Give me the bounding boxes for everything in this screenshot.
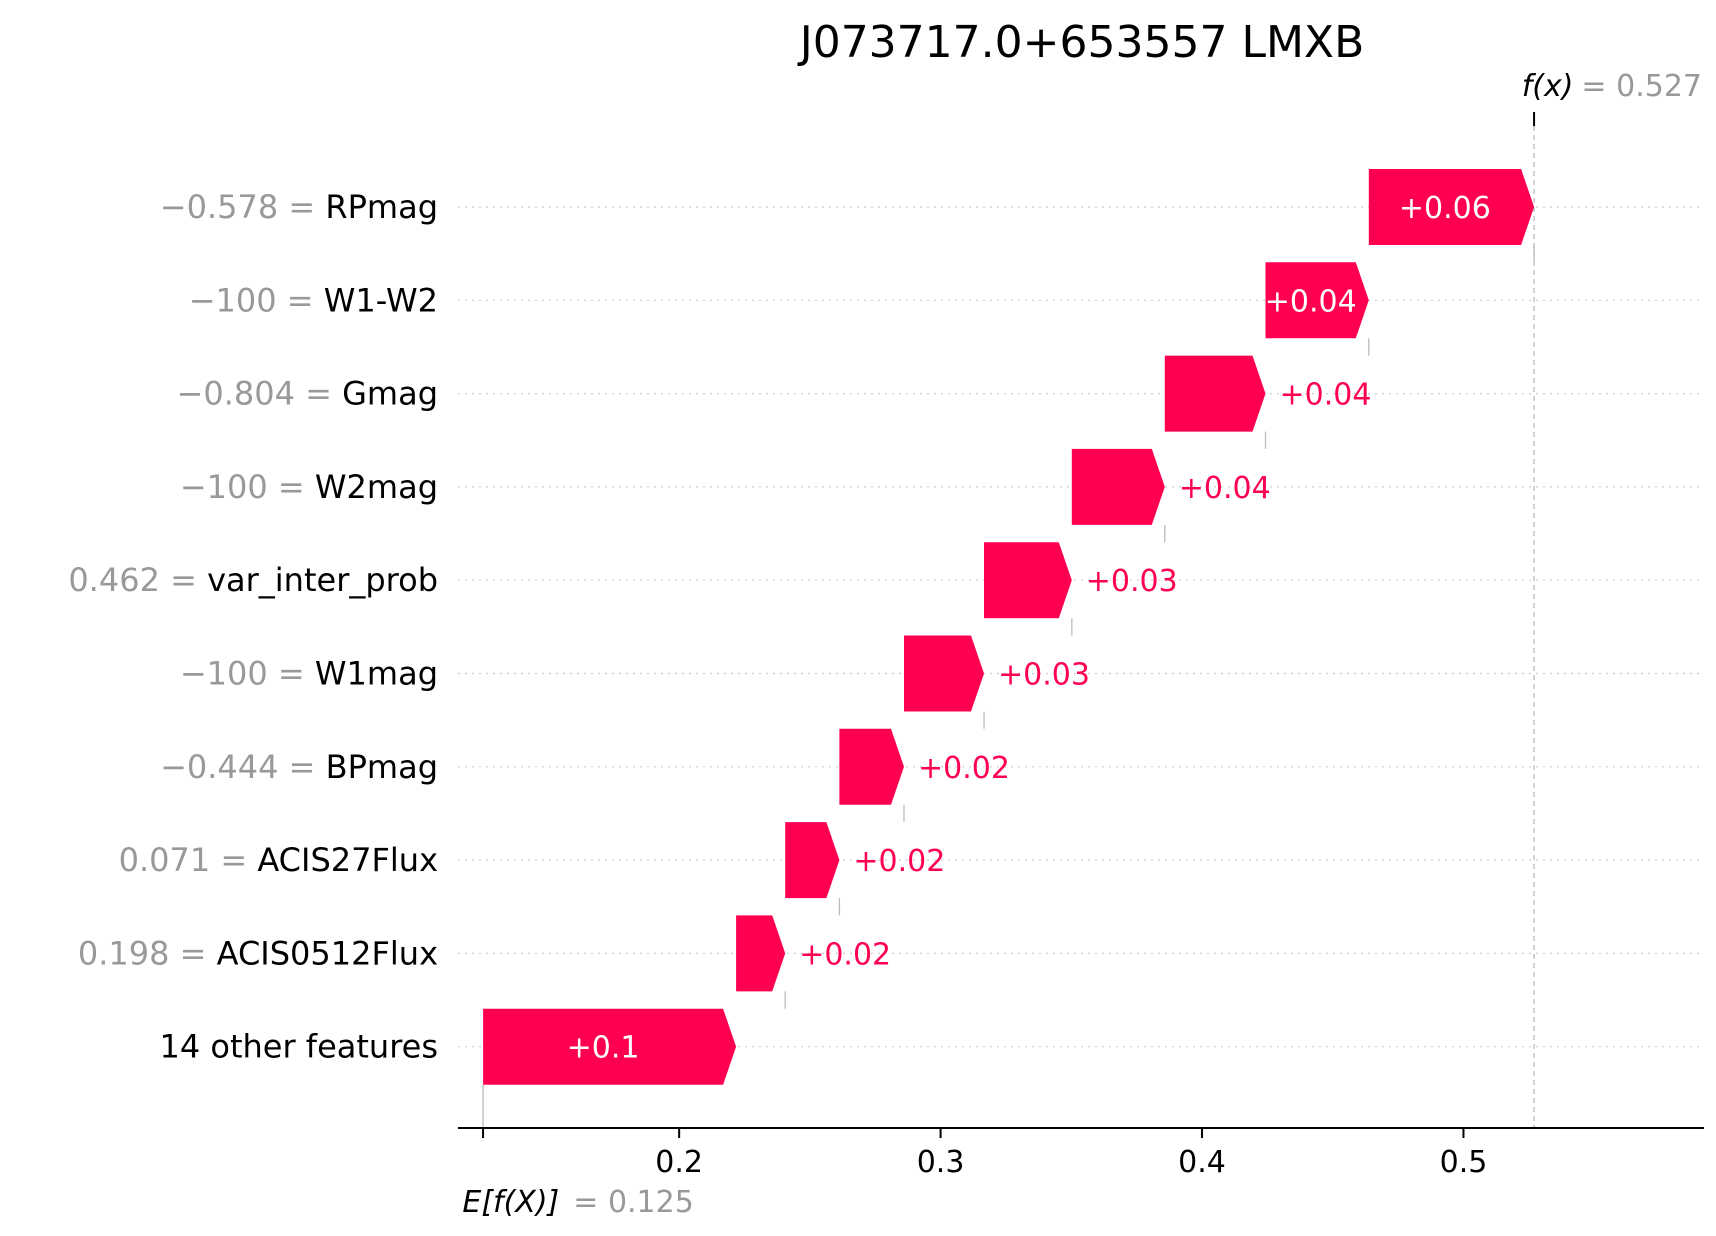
contribution-bar (904, 635, 984, 712)
output-value-number: 0.527 (1616, 69, 1702, 104)
contribution-bar (984, 542, 1072, 619)
base-label-text: E[f(X)] (462, 1185, 559, 1220)
feature-name: ACIS0512Flux (217, 934, 438, 972)
feature-label: 0.462 = var_inter_prob (68, 561, 438, 599)
feature-name: W1-W2 (324, 281, 438, 319)
feature-name: var_inter_prob (207, 561, 438, 599)
feature-label: −100 = W1mag (180, 655, 438, 693)
contribution-bar (1164, 355, 1266, 432)
feature-label: −100 = W2mag (180, 468, 438, 506)
grid-lines (458, 206, 1704, 1048)
contribution-bar (839, 728, 904, 805)
feature-name: W1mag (315, 655, 438, 693)
feature-label: 14 other features (159, 1028, 438, 1066)
contribution-bar (1368, 169, 1535, 245)
base-value-label: E[f(X)] = 0.125 (462, 1185, 693, 1220)
feature-name: RPmag (325, 188, 438, 226)
bar-value-label: +0.02 (853, 844, 945, 879)
x-tick-label: 0.3 (917, 1145, 965, 1180)
x-axis: 0.2 0.3 0.4 0.5 (458, 1127, 1704, 1180)
feature-value: 0.071 = (119, 841, 258, 879)
feature-value: 0.462 = (68, 561, 207, 599)
feature-name: Gmag (342, 375, 438, 413)
bar-value-label: +0.03 (998, 658, 1090, 693)
feature-name: ACIS27Flux (257, 841, 438, 879)
feature-value: −100 = (180, 468, 315, 506)
contribution-bar (736, 915, 786, 992)
feature-label: −0.444 = BPmag (160, 748, 438, 786)
feature-name: W2mag (315, 468, 438, 506)
base-value-text: = (573, 1185, 608, 1220)
x-tick-label: 0.4 (1178, 1145, 1226, 1180)
contribution-bar (483, 1008, 737, 1085)
x-tick-label: 0.2 (655, 1145, 703, 1180)
contribution-bars (483, 169, 1535, 1085)
chart-title: J073717.0+653557 LMXB (797, 17, 1365, 68)
bar-value-label: +0.02 (918, 751, 1010, 786)
feature-value: −100 = (180, 655, 315, 693)
feature-label: −100 = W1-W2 (189, 281, 438, 319)
feature-name: BPmag (326, 748, 438, 786)
value-annotations: f(x) = 0.527 E[f(X)] = 0.125 (462, 69, 1702, 1220)
bar-value-label: +0.1 (567, 1031, 640, 1066)
bar-value-label: +0.06 (1399, 191, 1491, 226)
output-value-label: f(x) = 0.527 (1522, 69, 1702, 104)
feature-value: −100 = (189, 281, 324, 319)
feature-value: −0.804 = (177, 375, 343, 413)
contribution-bar (1265, 262, 1369, 339)
bar-value-label: +0.04 (1265, 284, 1357, 319)
feature-label: −0.578 = RPmag (160, 188, 438, 226)
output-value-text: = (1581, 69, 1616, 104)
contribution-bar (1071, 448, 1165, 525)
feature-label: −0.804 = Gmag (177, 375, 438, 413)
bar-value-label: +0.04 (1280, 378, 1372, 413)
x-tick-label: 0.5 (1440, 1145, 1488, 1180)
feature-label: 0.198 = ACIS0512Flux (78, 934, 438, 972)
contribution-bar (785, 822, 840, 899)
bar-value-label: +0.04 (1179, 471, 1271, 506)
feature-name: 14 other features (159, 1028, 438, 1066)
bar-value-label: +0.03 (1086, 564, 1178, 599)
feature-label: 0.071 = ACIS27Flux (119, 841, 438, 879)
feature-value: −0.578 = (160, 188, 326, 226)
connector-lines (482, 112, 1536, 1128)
feature-value: −0.444 = (160, 748, 326, 786)
output-label-text: f(x) (1522, 69, 1574, 104)
bar-value-label: +0.02 (799, 937, 891, 972)
feature-value: 0.198 = (78, 934, 217, 972)
feature-labels: +0.06 −0.578 = RPmag +0.04 −100 = W1-W2 +0.0… (68, 188, 1491, 1066)
base-value-number: 0.125 (608, 1185, 694, 1220)
